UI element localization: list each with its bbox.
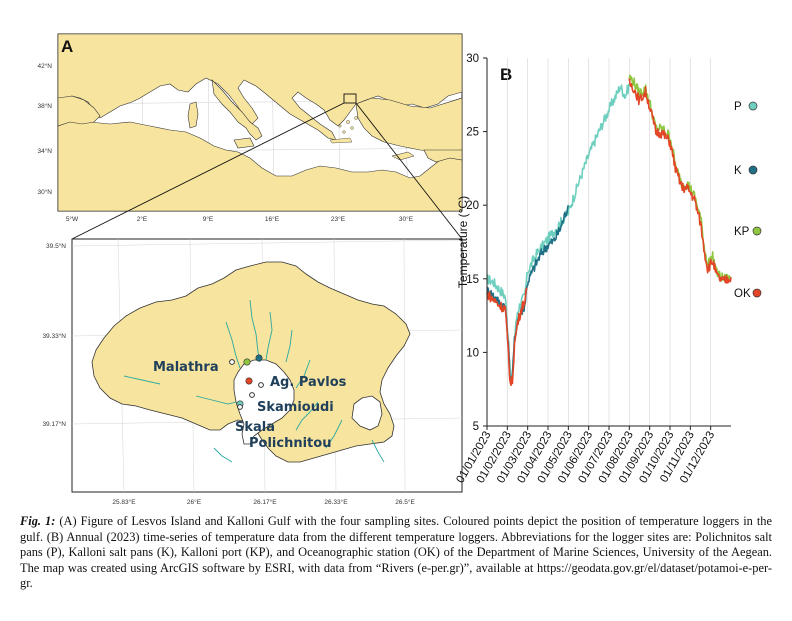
panel-b-label: B — [500, 65, 512, 84]
logger-k-point — [255, 354, 263, 362]
sicily-island — [233, 137, 255, 149]
main-lon-tick-25-83: 25.83°E — [112, 498, 136, 506]
site-label-skala: Skala — [235, 420, 275, 435]
inset-lat-tick-42: 42°N — [37, 62, 52, 70]
italy-landmass — [211, 79, 263, 141]
main-lon-tick-26: 26°E — [187, 498, 202, 506]
figure-caption: Fig. 1: (A) Figure of Lesvos Island and … — [20, 514, 772, 592]
inset-lon-tick-16e: 16°E — [265, 215, 280, 223]
main-lat-tick-39-5: 39.5°N — [46, 242, 66, 250]
pin-skamioudi — [249, 392, 255, 398]
sardinia-island — [187, 101, 199, 129]
chart-grid — [486, 58, 712, 426]
chart-legend-marker-p — [748, 101, 758, 111]
logger-ok-point — [245, 377, 253, 385]
site-label-skamioudi: Skamioudi — [257, 400, 334, 415]
zoom-line-right — [355, 102, 463, 240]
site-label-ag-pavlos: Ag. Pavlos — [270, 375, 347, 390]
chart-legend-label-k: K — [734, 165, 742, 177]
chart-legend-marker-kp — [752, 226, 762, 236]
main-map: Malathra Ag. Pavlos Skamioudi Skala Poli… — [42, 238, 463, 506]
chart-legend-marker-k — [748, 165, 758, 175]
chart-ylabel: Temperature (°C) — [456, 196, 470, 288]
logger-kp-point — [243, 358, 251, 366]
levant-landmass — [423, 149, 462, 163]
inset-lon-tick-9e: 9°E — [203, 215, 214, 223]
chart-axes: 5101520253001/01/202301/02/202301/03/202… — [454, 53, 731, 485]
inset-lon-tick-23e: 23°E — [331, 215, 346, 223]
chart-ytick-label-15: 15 — [466, 274, 479, 286]
pin-skala — [237, 404, 243, 410]
chart-legend-label-kp: KP — [734, 226, 750, 238]
main-lat-tick-39-33: 39.33°N — [42, 332, 66, 340]
chart-legend-label-p: P — [734, 101, 742, 113]
iberia-landmass — [58, 95, 101, 127]
inset-lon-tick-5w: 5°W — [66, 215, 79, 223]
main-lon-tick-26-17: 26.17°E — [253, 498, 277, 506]
pin-ag-pavlos — [258, 382, 264, 388]
location-pins — [229, 359, 264, 410]
chart-ytick-label-20: 20 — [466, 200, 479, 212]
main-lon-tick-26-33: 26.33°E — [324, 498, 348, 506]
chart-series — [486, 74, 732, 387]
pin-malathra — [229, 359, 235, 365]
chart-legend-marker-ok — [752, 288, 762, 298]
inset-map: 42°N 38°N 34°N 30°N 5°W 2°E 9°E 16°E 23°… — [37, 33, 463, 223]
inset-lon-tick-2e: 2°E — [137, 215, 148, 223]
lesvos-selection-box — [343, 93, 357, 104]
chart-series-line-ok — [486, 78, 732, 387]
inset-lat-tick-30: 30°N — [37, 188, 52, 196]
chart-legend: P K KP OK — [734, 101, 762, 300]
panel-a-label: A — [61, 37, 73, 56]
panel-a: 42°N 38°N 34°N 30°N 5°W 2°E 9°E 16°E 23°… — [37, 33, 463, 506]
chart-legend-label-ok: OK — [734, 288, 751, 300]
site-label-polichnitou: Polichnitou — [249, 436, 331, 451]
main-lat-tick-39-17: 39.17°N — [42, 420, 66, 428]
chart-ytick-label-25: 25 — [466, 127, 479, 139]
zoom-line-left — [71, 102, 345, 240]
chart-panel-b: B 5101520253001/01/202301/02/202301/03/2… — [454, 53, 762, 485]
inset-lat-tick-34: 34°N — [37, 147, 52, 155]
inset-lon-tick-30e: 30°E — [399, 215, 414, 223]
chart-series-line-kp — [628, 74, 732, 284]
caption-text: (A) Figure of Lesvos Island and Kalloni … — [20, 514, 772, 591]
chart-ytick-label-5: 5 — [473, 421, 479, 433]
main-lon-tick-26-5: 26.5°E — [395, 498, 415, 506]
caption-label: Fig. 1: — [20, 514, 56, 528]
gera-gulf — [351, 395, 383, 431]
figure: 42°N 38°N 34°N 30°N 5°W 2°E 9°E 16°E 23°… — [37, 33, 762, 506]
chart-ytick-label-30: 30 — [466, 53, 479, 65]
rivers — [123, 299, 385, 463]
aegean-islands — [329, 116, 358, 144]
site-label-malathra: Malathra — [153, 360, 219, 375]
cyprus-island — [391, 151, 415, 161]
inset-lat-tick-38: 38°N — [37, 102, 52, 110]
chart-ytick-label-10: 10 — [466, 347, 479, 359]
